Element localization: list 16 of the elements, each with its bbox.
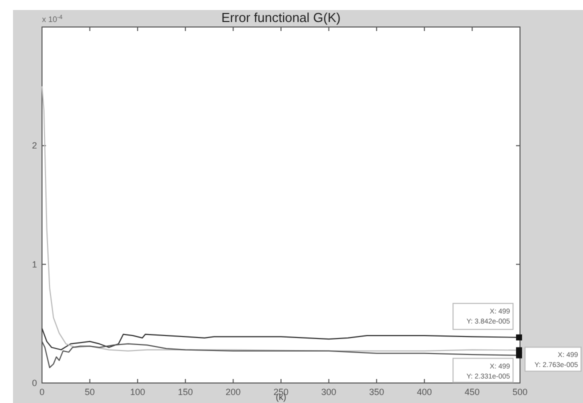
y-tick-label: 1 <box>32 259 37 270</box>
x-tick-label: 350 <box>369 387 384 397</box>
x-tick-label: 200 <box>226 387 241 397</box>
x-tick-label: 500 <box>512 387 528 397</box>
x-tick-label: 450 <box>464 387 480 397</box>
x-tick-label: 300 <box>321 387 336 397</box>
x-tick-label: 100 <box>130 387 146 397</box>
x-tick-label: 0 <box>39 387 45 397</box>
x-tick-label: 400 <box>416 387 432 397</box>
x-tick-label: 150 <box>178 387 193 397</box>
y-tick-label: 0 <box>32 378 37 388</box>
x-tick-label: 250 <box>273 387 289 397</box>
x-tick-label: 50 <box>84 387 95 397</box>
y-tick-label: 2 <box>32 140 37 151</box>
chart-title: Error functional G(K) <box>221 10 341 25</box>
text: x 10$^{-4}$ <box>42 14 64 24</box>
